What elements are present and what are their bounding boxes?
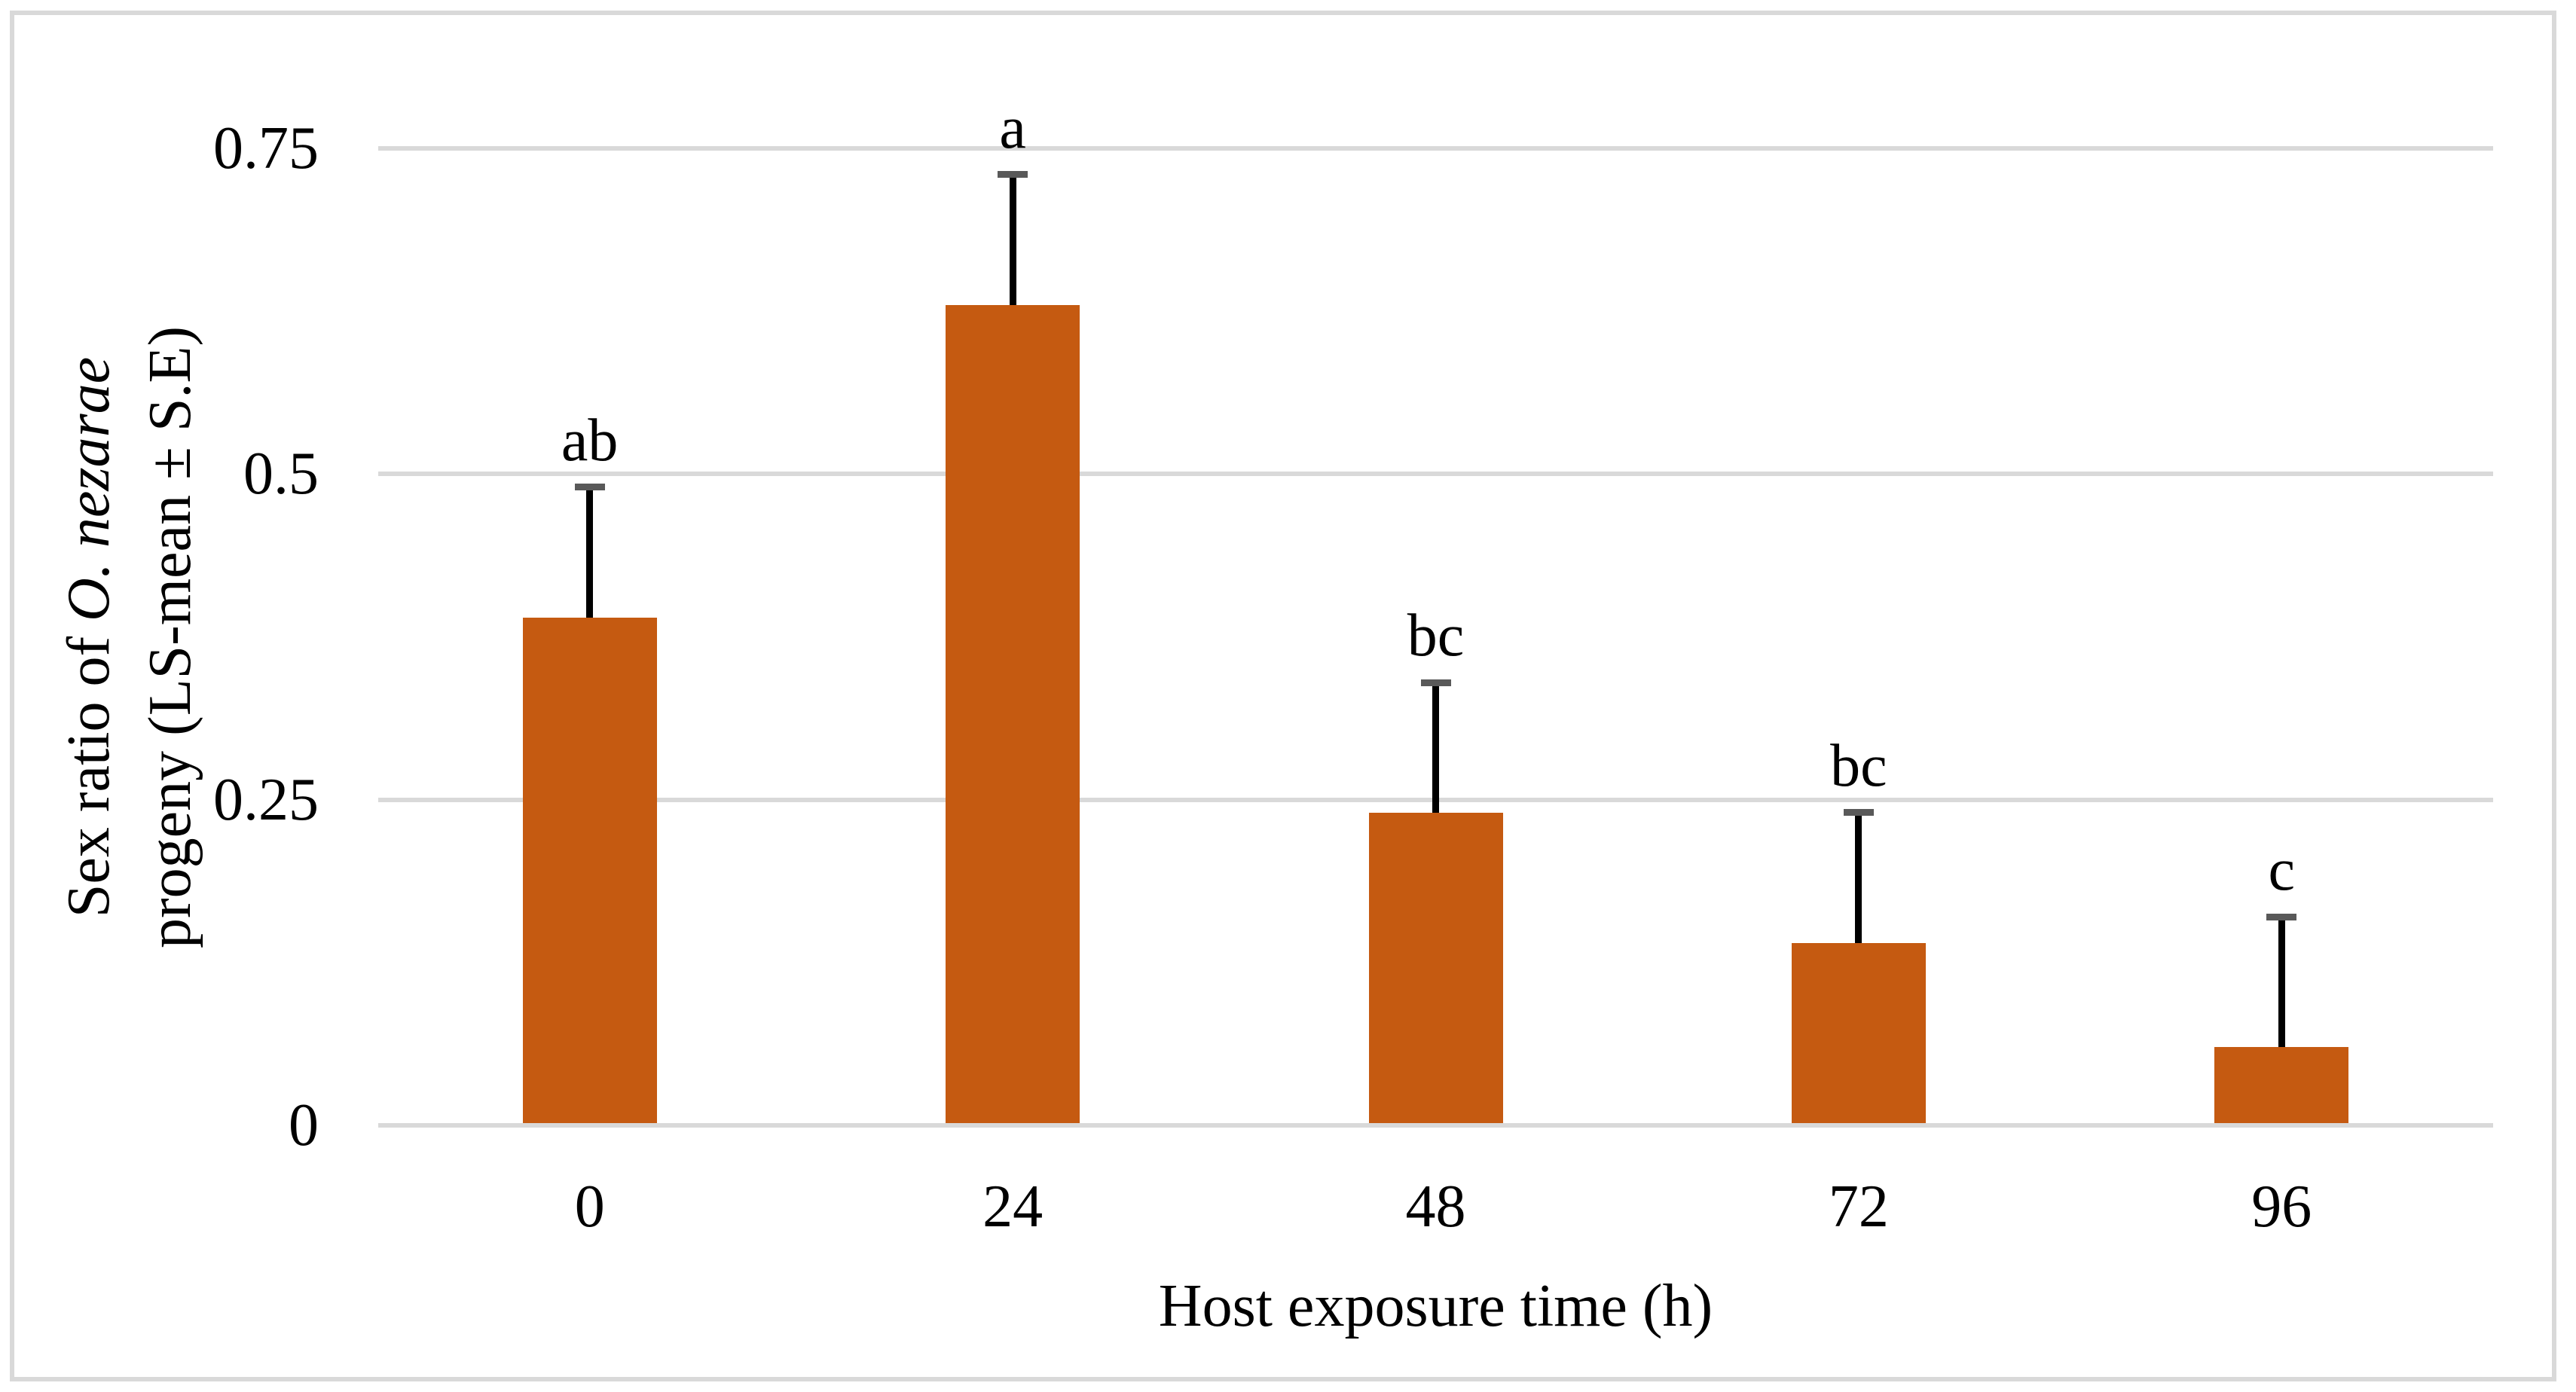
x-tick-label: 48 — [1405, 1174, 1466, 1240]
gridline — [378, 146, 2493, 151]
bar — [1791, 942, 1926, 1128]
y-tick-label: 0 — [289, 1092, 319, 1158]
y-tick-label: 0.75 — [213, 115, 319, 182]
significance-letter: bc — [1830, 732, 1887, 799]
x-tick-label: 72 — [1828, 1174, 1889, 1240]
error-bar-line — [1432, 682, 1439, 813]
y-tick-label: 0.25 — [213, 766, 319, 833]
y-axis-title-line2: progeny (LS-mean ± S.E) — [137, 326, 203, 948]
x-axis-title: Host exposure time (h) — [1158, 1273, 1713, 1339]
significance-letter: a — [999, 94, 1026, 161]
bar — [946, 304, 1080, 1128]
significance-letter: c — [2268, 837, 2296, 904]
y-tick-label: 0.5 — [243, 441, 319, 508]
error-bar-line — [2278, 917, 2285, 1048]
error-bar-line — [586, 487, 594, 618]
bar — [1368, 812, 1503, 1128]
x-axis-line — [378, 1123, 2493, 1128]
error-bar-cap — [998, 171, 1028, 179]
error-bar-line — [1855, 812, 1862, 943]
error-bar-cap — [1843, 809, 1874, 817]
error-bar-cap — [1420, 679, 1451, 686]
gridline — [378, 472, 2493, 477]
x-tick-label: 0 — [574, 1174, 605, 1240]
bar — [2214, 1047, 2349, 1128]
significance-letter: bc — [1407, 603, 1465, 670]
y-axis-title: Sex ratio of O. nezarae progeny (LS-mean… — [48, 65, 211, 1210]
error-bar-line — [1009, 174, 1016, 305]
error-bar-cap — [2266, 913, 2297, 920]
species-name-italic: O. nezarae — [56, 356, 122, 621]
x-tick-label: 96 — [2251, 1174, 2312, 1240]
figure-border — [10, 11, 2556, 1381]
x-tick-label: 24 — [982, 1174, 1044, 1240]
y-axis-title-line1: Sex ratio of O. nezarae — [56, 356, 122, 918]
significance-letter: ab — [561, 407, 619, 474]
error-bar-cap — [574, 484, 605, 491]
bar — [522, 617, 657, 1128]
